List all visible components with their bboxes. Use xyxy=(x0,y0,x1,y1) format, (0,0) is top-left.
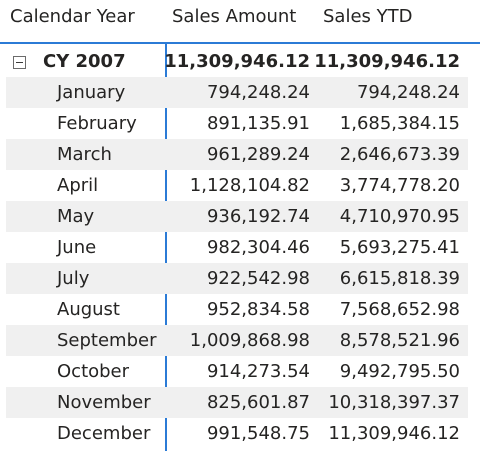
row-header-month: August xyxy=(57,299,120,320)
sales-amount-cell: 914,273.54 xyxy=(206,361,310,382)
column-header-row: Calendar Year Sales Amount Sales YTD xyxy=(0,0,480,44)
table-row: November 825,601.87 10,318,397.37 xyxy=(6,387,468,418)
sales-amount-cell: 961,289.24 xyxy=(206,144,310,165)
table-row: January 794,248.24 794,248.24 xyxy=(6,77,468,108)
sales-ytd-cell: 7,568,652.98 xyxy=(339,299,460,320)
sales-ytd-cell: 9,492,795.50 xyxy=(339,361,460,382)
sales-ytd-cell: 6,615,818.39 xyxy=(339,268,460,289)
row-header-month: December xyxy=(57,423,151,444)
table-row: April 1,128,104.82 3,774,778.20 xyxy=(6,170,468,201)
table-row: March 961,289.24 2,646,673.39 xyxy=(6,139,468,170)
total-row-cy-2007: CY 2007 11,309,946.12 11,309,946.12 xyxy=(6,46,468,77)
table-row: October 914,273.54 9,492,795.50 xyxy=(6,356,468,387)
sales-amount-cell: 991,548.75 xyxy=(206,423,310,444)
sales-ytd-cell: 2,646,673.39 xyxy=(339,144,460,165)
row-header-month: January xyxy=(57,82,126,103)
sales-amount-cell: 891,135.91 xyxy=(206,113,310,134)
sales-ytd-cell: 8,578,521.96 xyxy=(339,330,460,351)
sales-ytd-cell: 1,685,384.15 xyxy=(339,113,460,134)
column-header-sales-ytd[interactable]: Sales YTD xyxy=(323,6,413,27)
row-header-month: October xyxy=(57,361,130,382)
sales-ytd-cell: 11,309,946.12 xyxy=(328,423,460,444)
sales-ytd-cell: 10,318,397.37 xyxy=(328,392,460,413)
table-row: August 952,834.58 7,568,652.98 xyxy=(6,294,468,325)
sales-amount-cell: 982,304.46 xyxy=(206,237,310,258)
sales-ytd-cell: 794,248.24 xyxy=(356,82,460,103)
sales-amount-cell: 825,601.87 xyxy=(206,392,310,413)
sales-amount-cell: 922,542.98 xyxy=(206,268,310,289)
row-header-month: March xyxy=(57,144,112,165)
row-header-year: CY 2007 xyxy=(43,51,126,72)
column-header-sales-amount[interactable]: Sales Amount xyxy=(172,6,297,27)
sales-amount-cell: 936,192.74 xyxy=(206,206,310,227)
total-sales-ytd: 11,309,946.12 xyxy=(314,51,460,72)
row-header-month: July xyxy=(57,268,90,289)
row-header-month: May xyxy=(57,206,95,227)
row-header-month: February xyxy=(57,113,137,134)
column-header-calendar-year[interactable]: Calendar Year xyxy=(10,6,135,27)
sales-ytd-cell: 4,710,970.95 xyxy=(339,206,460,227)
row-header-month: April xyxy=(57,175,99,196)
row-header-month: November xyxy=(57,392,151,413)
table-row: September 1,009,868.98 8,578,521.96 xyxy=(6,325,468,356)
table-row: June 982,304.46 5,693,275.41 xyxy=(6,232,468,263)
sales-ytd-cell: 3,774,778.20 xyxy=(339,175,460,196)
sales-amount-cell: 794,248.24 xyxy=(206,82,310,103)
row-header-month: June xyxy=(57,237,97,258)
table-row: February 891,135.91 1,685,384.15 xyxy=(6,108,468,139)
sales-amount-cell: 1,128,104.82 xyxy=(189,175,310,196)
table-row: December 991,548.75 11,309,946.12 xyxy=(6,418,468,449)
total-sales-amount: 11,309,946.12 xyxy=(164,51,310,72)
collapse-minus-icon[interactable] xyxy=(13,56,26,69)
sales-amount-cell: 1,009,868.98 xyxy=(189,330,310,351)
table-row: July 922,542.98 6,615,818.39 xyxy=(6,263,468,294)
row-header-month: September xyxy=(57,330,157,351)
row-header-divider xyxy=(165,44,167,451)
sales-ytd-cell: 5,693,275.41 xyxy=(339,237,460,258)
sales-amount-cell: 952,834.58 xyxy=(206,299,310,320)
table-row: May 936,192.74 4,710,970.95 xyxy=(6,201,468,232)
